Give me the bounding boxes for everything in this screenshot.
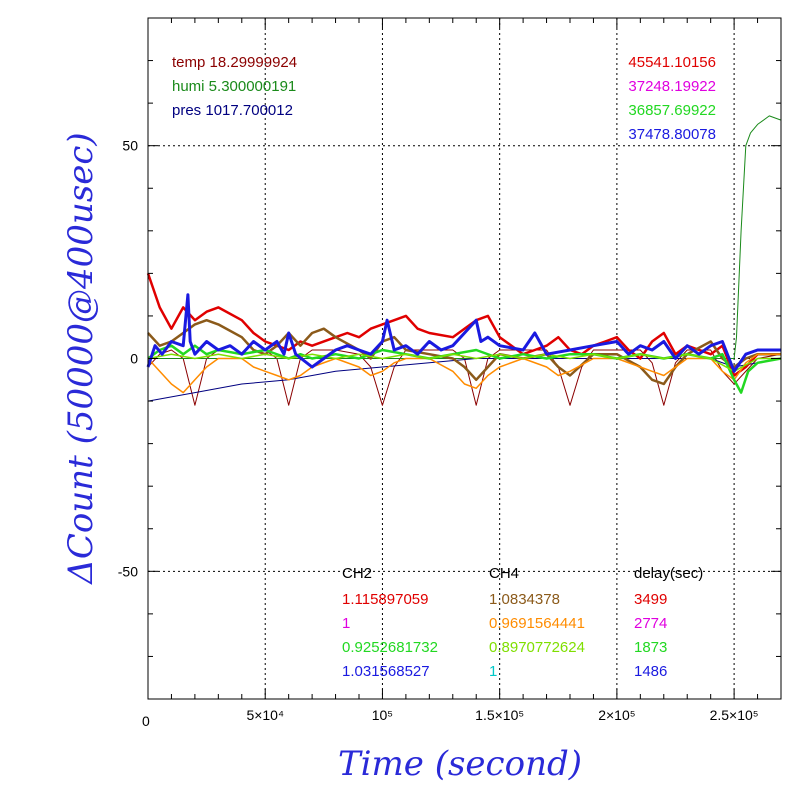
x-axis-label: Time (second) <box>338 744 582 784</box>
table-cell-ch2: 0.9252681732 <box>342 639 438 656</box>
env-legend-entry: pres 1017.700012 <box>172 102 293 119</box>
legend-layer: temp 18.29999924 humi 5.300000191 pres 101… <box>172 54 716 680</box>
y-tick-label: -50 <box>118 563 138 579</box>
y-axis-label: ΔCount (50000@400usec) <box>61 132 101 585</box>
x-tick-label: 2×10⁵ <box>598 707 635 723</box>
env-legend-entry: temp 18.29999924 <box>172 54 297 71</box>
x-tick-label: 1.5×10⁵ <box>475 707 524 723</box>
table-header: CH4 <box>489 565 519 582</box>
x-tick-label: 5×10⁴ <box>246 707 284 723</box>
x-tick-label: 10⁵ <box>372 707 393 723</box>
table-header: CH2 <box>342 565 372 582</box>
table-cell-delay: 2774 <box>634 615 667 632</box>
count-legend-entry: 37478.80078 <box>628 126 716 143</box>
series-line <box>148 115 782 359</box>
table-cell-delay: 3499 <box>634 591 667 608</box>
table-header: delay(sec) <box>634 565 703 582</box>
table-cell-ch4: 0.8970772624 <box>489 639 585 656</box>
table-cell-ch2: 1.115897059 <box>342 591 428 608</box>
env-legend-entry: humi 5.300000191 <box>172 78 296 95</box>
count-legend-entry: 36857.69922 <box>628 102 716 119</box>
y-tick-label: 0 <box>130 351 138 367</box>
table-cell-ch4: 0.9691564441 <box>489 615 585 632</box>
count-legend-entry: 37248.19922 <box>628 78 716 95</box>
series-line <box>146 272 781 377</box>
table-cell-ch2: 1 <box>342 615 350 632</box>
table-cell-delay: 1486 <box>634 663 667 680</box>
table-cell-delay: 1873 <box>634 639 667 656</box>
table-cell-ch2: 1.031568527 <box>342 663 430 680</box>
y-tick-label: 50 <box>122 138 138 154</box>
table-cell-ch4: 1.0834378 <box>489 591 560 608</box>
series-line <box>146 293 781 373</box>
tick-layer: 0 5×10⁴ 10⁵ 1.5×10⁵ 2×10⁵ 2.5×10⁵ 50 0 -50 <box>118 17 782 729</box>
x-tick-label: 2.5×10⁵ <box>710 707 759 723</box>
x-tick-label: 0 <box>142 713 150 729</box>
count-legend-entry: 45541.10156 <box>628 54 716 71</box>
series-layer <box>146 115 782 406</box>
table-cell-ch4: 1 <box>489 663 497 680</box>
